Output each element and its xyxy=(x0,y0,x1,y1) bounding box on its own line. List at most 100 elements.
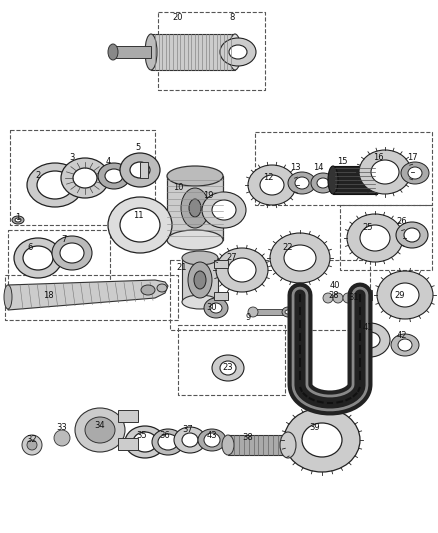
Ellipse shape xyxy=(270,233,330,283)
Ellipse shape xyxy=(194,271,206,289)
Bar xyxy=(140,162,148,178)
Ellipse shape xyxy=(61,158,109,198)
Ellipse shape xyxy=(248,165,296,205)
Bar xyxy=(333,166,377,194)
Polygon shape xyxy=(8,280,168,310)
Ellipse shape xyxy=(4,285,12,309)
Ellipse shape xyxy=(73,168,97,188)
Ellipse shape xyxy=(145,34,157,70)
Ellipse shape xyxy=(396,222,428,248)
Text: 10: 10 xyxy=(173,183,183,192)
Ellipse shape xyxy=(202,192,246,228)
Ellipse shape xyxy=(371,160,399,184)
Text: 33: 33 xyxy=(57,424,67,432)
Bar xyxy=(113,46,151,58)
Text: 26: 26 xyxy=(397,217,407,227)
Ellipse shape xyxy=(210,303,222,313)
Circle shape xyxy=(343,293,353,303)
Bar xyxy=(352,290,372,300)
Text: 19: 19 xyxy=(203,191,213,200)
Text: 35: 35 xyxy=(137,431,147,440)
Bar xyxy=(151,34,235,70)
Circle shape xyxy=(333,293,343,303)
Ellipse shape xyxy=(108,197,172,253)
Ellipse shape xyxy=(350,323,390,357)
Text: 14: 14 xyxy=(313,164,323,173)
Text: 28: 28 xyxy=(328,290,339,300)
Circle shape xyxy=(54,430,70,446)
Ellipse shape xyxy=(174,427,206,453)
Ellipse shape xyxy=(182,433,198,447)
Ellipse shape xyxy=(284,245,316,271)
Ellipse shape xyxy=(372,166,382,194)
Ellipse shape xyxy=(75,408,125,452)
Ellipse shape xyxy=(229,45,247,59)
Ellipse shape xyxy=(391,334,419,356)
Bar xyxy=(118,410,138,422)
Ellipse shape xyxy=(282,307,294,317)
Text: 15: 15 xyxy=(337,157,347,166)
Ellipse shape xyxy=(228,258,256,282)
Text: 29: 29 xyxy=(395,290,405,300)
Circle shape xyxy=(22,435,42,455)
Text: 40: 40 xyxy=(330,280,340,289)
Ellipse shape xyxy=(347,214,403,262)
Ellipse shape xyxy=(260,175,284,195)
Bar xyxy=(228,435,288,455)
Circle shape xyxy=(248,307,258,317)
Ellipse shape xyxy=(311,173,335,193)
Ellipse shape xyxy=(216,248,268,292)
Ellipse shape xyxy=(152,429,184,455)
Ellipse shape xyxy=(212,200,236,220)
Text: 22: 22 xyxy=(283,244,293,253)
Ellipse shape xyxy=(302,423,342,457)
Ellipse shape xyxy=(391,283,419,307)
Text: 20: 20 xyxy=(173,13,183,22)
Ellipse shape xyxy=(188,262,212,298)
Ellipse shape xyxy=(220,38,256,66)
Text: 37: 37 xyxy=(183,425,193,434)
Text: 30: 30 xyxy=(207,303,217,312)
Text: 25: 25 xyxy=(363,223,373,232)
Ellipse shape xyxy=(15,218,21,222)
Ellipse shape xyxy=(288,172,316,194)
Text: 12: 12 xyxy=(263,174,273,182)
Ellipse shape xyxy=(52,236,92,270)
Text: 1: 1 xyxy=(15,214,21,222)
Ellipse shape xyxy=(14,238,62,278)
Ellipse shape xyxy=(181,188,209,228)
Ellipse shape xyxy=(398,339,412,351)
Text: 5: 5 xyxy=(135,143,141,152)
Ellipse shape xyxy=(212,355,244,381)
Ellipse shape xyxy=(98,163,130,189)
Ellipse shape xyxy=(222,435,234,455)
Text: 36: 36 xyxy=(159,432,170,440)
Ellipse shape xyxy=(404,228,420,242)
Text: 31: 31 xyxy=(349,294,359,303)
Ellipse shape xyxy=(295,177,309,189)
Text: 7: 7 xyxy=(61,236,67,245)
Ellipse shape xyxy=(157,284,167,292)
Text: 27: 27 xyxy=(227,254,237,262)
Text: 3: 3 xyxy=(69,154,75,163)
Ellipse shape xyxy=(280,432,296,458)
Text: 43: 43 xyxy=(207,431,217,440)
Ellipse shape xyxy=(359,150,411,194)
Text: 39: 39 xyxy=(310,424,320,432)
Text: 18: 18 xyxy=(42,290,53,300)
Ellipse shape xyxy=(27,163,83,207)
Text: 34: 34 xyxy=(95,421,105,430)
Text: 4: 4 xyxy=(106,157,111,166)
Text: 41: 41 xyxy=(363,324,373,333)
Text: 16: 16 xyxy=(373,154,383,163)
Text: 11: 11 xyxy=(133,212,143,221)
Ellipse shape xyxy=(317,178,329,188)
Text: 13: 13 xyxy=(290,164,300,173)
Text: 32: 32 xyxy=(27,435,37,445)
Text: 9: 9 xyxy=(245,313,251,322)
Ellipse shape xyxy=(182,295,218,309)
Ellipse shape xyxy=(120,208,160,242)
Circle shape xyxy=(27,440,37,450)
Text: 8: 8 xyxy=(230,13,235,22)
Bar xyxy=(214,260,228,268)
